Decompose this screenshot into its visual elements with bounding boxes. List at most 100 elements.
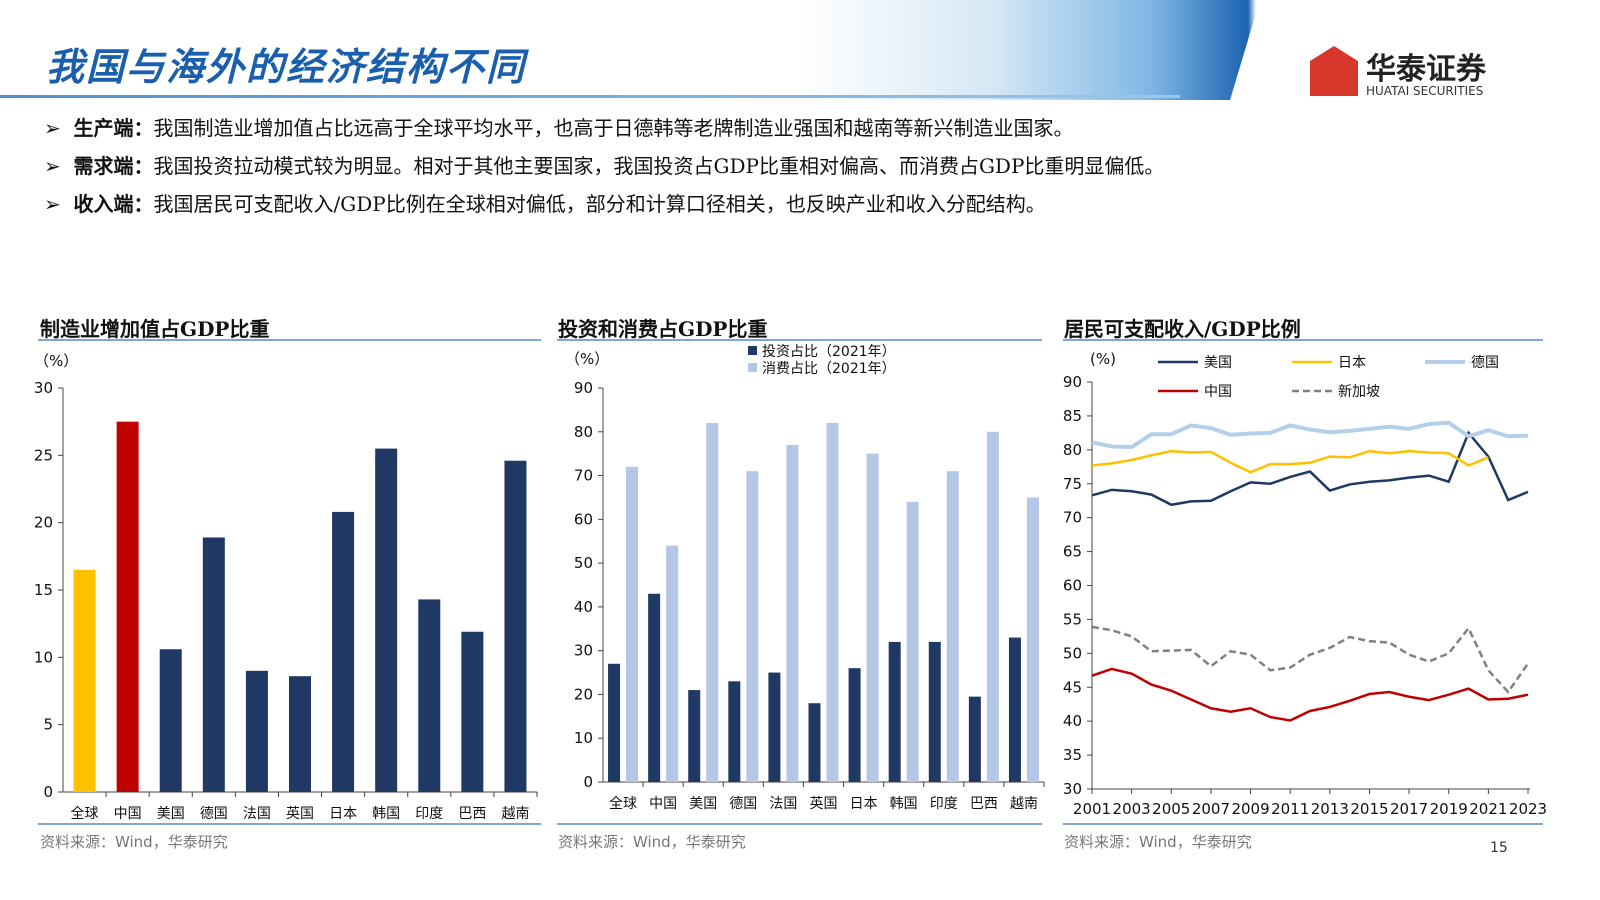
- chart1-y-tick-label: 0: [43, 783, 53, 801]
- huatai-logo: 华泰证券 HUATAI SECURITIES: [1310, 44, 1486, 98]
- chart1-bar-越南: [504, 460, 527, 792]
- chart2-bar-韩国-investment: [888, 641, 901, 782]
- chart3-line-中国: [1091, 667, 1529, 722]
- chart2-y-tick-label: 60: [574, 510, 593, 528]
- chart3-x-label: 2019: [1430, 800, 1468, 818]
- chart1-y-tick-label: 5: [43, 716, 53, 734]
- chart2-bar-全球-consumption: [626, 466, 639, 782]
- chart2-source-rule: [557, 823, 1042, 825]
- chart2-legend-label: 投资占比（2021年）: [762, 344, 896, 360]
- chart2-y-tick-label: 80: [574, 423, 593, 441]
- chart2-y-tick-label: 10: [574, 729, 593, 747]
- chart1-x-label: 全球: [71, 805, 99, 822]
- chart1-y-tick-label: 15: [34, 581, 53, 599]
- chart1-x-label: 英国: [286, 805, 314, 822]
- chart3-y-tick-label: 80: [1063, 441, 1082, 459]
- chart3-x-label: 2003: [1113, 800, 1151, 818]
- page-number: 15: [1490, 840, 1508, 856]
- chart1-bar-韩国: [375, 448, 398, 792]
- header-banner-cut: [1230, 0, 1600, 100]
- chart3-x-label: 2017: [1390, 800, 1428, 818]
- chart1-bar-全球: [73, 569, 96, 792]
- page-title: 我国与海外的经济结构不同: [46, 44, 527, 89]
- chart1-bar-中国: [116, 421, 139, 792]
- chart3-title-rule: [1063, 339, 1543, 341]
- chart1-y-tick-label: 25: [34, 446, 53, 464]
- chart2-bar-英国-consumption: [826, 423, 839, 782]
- chart3-x-label: 2001: [1073, 800, 1111, 818]
- chart2-x-label: 巴西: [970, 796, 998, 812]
- chart2-bar-中国-investment: [648, 593, 661, 782]
- chart2-legend-label: 消费占比（2021年）: [762, 361, 896, 377]
- chart3-y-tick-label: 40: [1063, 712, 1082, 730]
- chart2-bar-美国-consumption: [706, 423, 719, 782]
- chart3-y-tick-label: 55: [1063, 610, 1082, 628]
- chart1-x-label: 韩国: [372, 806, 400, 822]
- chart2-y-tick-label: 70: [574, 467, 593, 485]
- chart2-x-label: 法国: [769, 796, 797, 812]
- chart1-x-label: 法国: [243, 806, 271, 822]
- chart3-y-tick-label: 60: [1063, 577, 1082, 595]
- bullet-demand: ➢ 需求端：我国投资拉动模式较为明显。相对于其他主要国家，我国投资占GDP比重相…: [44, 154, 1165, 178]
- chart2-x-label: 日本: [850, 796, 878, 812]
- chart3-legend-label: 新加坡: [1338, 384, 1380, 400]
- chart2-y-tick-label: 30: [574, 642, 593, 660]
- chart1-source: 资料来源：Wind，华泰研究: [40, 833, 228, 851]
- chart1-y-tick-label: 20: [34, 514, 53, 532]
- chart3-y-tick-label: 75: [1063, 475, 1082, 493]
- chart2-y-tick-label: 50: [574, 554, 593, 572]
- chart2-x-label: 德国: [729, 796, 757, 812]
- chart3-source: 资料来源：Wind，华泰研究: [1064, 833, 1252, 851]
- chart2-bar-中国-consumption: [666, 545, 679, 782]
- chart2-bar-法国-consumption: [786, 444, 799, 782]
- bullet-text: 我国投资拉动模式较为明显。相对于其他主要国家，我国投资占GDP比重相对偏高、而消…: [153, 154, 1165, 178]
- chart2-legend-swatch: [748, 346, 757, 355]
- chart2-x-label: 全球: [609, 795, 637, 812]
- chart1-bar-美国: [159, 649, 182, 792]
- chart2-bar-德国-investment: [728, 681, 741, 782]
- chart2-bar-印度-consumption: [946, 471, 959, 782]
- chart1-bar-印度: [418, 599, 441, 792]
- chart1-title: 制造业增加值占GDP比重: [40, 317, 270, 341]
- chart3-x-label: 2007: [1192, 800, 1230, 818]
- chart2-x-label: 中国: [649, 796, 677, 812]
- chart2-bar-巴西-investment: [968, 696, 981, 782]
- chart1-y-tick-label: 30: [34, 379, 53, 397]
- chart2-x-label: 美国: [689, 796, 717, 812]
- chart1-bar-德国: [202, 537, 225, 792]
- chart3-y-tick-label: 50: [1063, 644, 1082, 662]
- bullet-label: 需求端：: [73, 154, 154, 178]
- chart1-bar-英国: [289, 676, 311, 792]
- chart1-y-tick-label: 10: [34, 648, 53, 666]
- chart3-y-tick-label: 70: [1063, 509, 1082, 527]
- chart2-bar-美国-investment: [688, 690, 701, 782]
- chart2-bar-越南-consumption: [1026, 497, 1039, 782]
- chart2-bar-日本-investment: [848, 668, 861, 782]
- chart3-x-label: 2013: [1311, 800, 1349, 818]
- chart3-legend-label: 美国: [1204, 355, 1232, 371]
- chart1-bar-日本: [332, 511, 355, 792]
- chart1-bar-巴西: [461, 631, 484, 792]
- chart3-x-label: 2015: [1350, 800, 1388, 818]
- chart2-y-tick-label: 40: [574, 598, 593, 616]
- chart3-y-tick-label: 45: [1063, 678, 1082, 696]
- chart1-bar-法国: [245, 670, 268, 792]
- chart2-bar-英国-investment: [808, 703, 821, 782]
- bullet-label: 生产端：: [73, 116, 154, 140]
- chart3-legend-label: 德国: [1471, 355, 1499, 371]
- chart3-y-tick-label: 35: [1063, 746, 1082, 764]
- bullet-income: ➢ 收入端：我国居民可支配收入/GDP比例在全球相对偏低，部分和计算口径相关，也…: [44, 192, 1046, 216]
- chart3-x-label: 2021: [1469, 800, 1507, 818]
- chart3-line-美国: [1091, 430, 1529, 507]
- chart1-x-label: 德国: [200, 806, 228, 822]
- chart3-x-label: 2023: [1509, 800, 1547, 818]
- chart3-y-tick-label: 85: [1063, 407, 1082, 425]
- chart2-bar-日本-consumption: [866, 453, 879, 782]
- chart2-bar-全球-investment: [608, 663, 621, 782]
- chart2-bar-韩国-consumption: [906, 501, 919, 782]
- chart1-y-unit: （%）: [34, 352, 78, 370]
- chart1-source-rule: [38, 823, 541, 825]
- chart2-x-label: 韩国: [890, 796, 918, 812]
- chart2-x-label: 英国: [810, 795, 838, 812]
